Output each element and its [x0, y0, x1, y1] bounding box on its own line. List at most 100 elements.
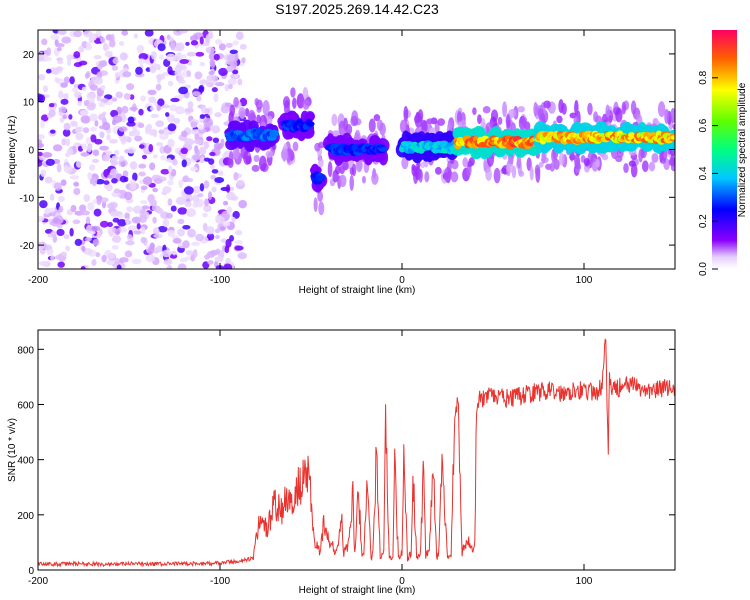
smear-blob	[399, 119, 408, 134]
noise-blob	[206, 233, 215, 241]
smear-blob	[482, 106, 491, 114]
noise-blob	[163, 258, 173, 266]
noise-blob	[152, 216, 157, 224]
noise-blob	[179, 30, 189, 34]
noise-blob	[192, 194, 200, 204]
noise-blob	[70, 204, 77, 213]
noise-blob	[187, 101, 194, 109]
colorbar-tick-label: 0.2	[698, 214, 709, 228]
noise-blob	[214, 112, 222, 118]
smear-blob	[549, 162, 555, 172]
noise-blob	[38, 73, 46, 81]
smear-blob	[556, 115, 563, 124]
noise-blob	[162, 218, 170, 228]
noise-blob	[81, 143, 87, 150]
noise-blob	[111, 97, 118, 102]
noise-blob	[52, 144, 63, 152]
noise-blob	[227, 78, 237, 86]
noise-blob	[182, 240, 190, 249]
noise-blob	[190, 40, 199, 46]
noise-blob	[186, 208, 197, 218]
snr-axes: -200 -100 0 100 0 200 400 600 800	[17, 330, 675, 587]
signal-core	[317, 174, 326, 182]
noise-blob	[85, 136, 91, 145]
noise-blob	[75, 132, 84, 141]
noise-blob	[203, 157, 211, 162]
noise-blob	[126, 234, 133, 240]
noise-blob	[170, 97, 180, 103]
noise-blob	[119, 155, 125, 162]
colorbar-tick-label: 0.6	[698, 118, 709, 132]
noise-blob	[166, 53, 176, 62]
noise-blob	[174, 64, 183, 73]
noise-blob	[199, 79, 209, 85]
noise-blob	[141, 205, 150, 210]
noise-blob	[72, 219, 81, 225]
smear-blob	[411, 165, 418, 177]
noise-blob	[148, 96, 157, 104]
noise-blob	[160, 168, 170, 175]
smear-blob	[424, 171, 430, 183]
noise-blob	[111, 65, 119, 71]
smear-blob	[558, 152, 565, 166]
noise-blob	[94, 138, 103, 145]
smear-blob	[334, 165, 341, 175]
noise-blob	[66, 54, 74, 61]
noise-blob	[57, 59, 64, 65]
noise-blob	[199, 61, 206, 67]
noise-blob	[208, 70, 215, 76]
noise-blob	[40, 114, 49, 122]
noise-blob	[138, 144, 145, 149]
noise-blob	[83, 30, 93, 38]
noise-blob	[150, 113, 159, 118]
noise-blob	[100, 84, 106, 91]
noise-blob	[81, 245, 86, 252]
noise-blob	[126, 206, 134, 213]
noise-blob	[122, 71, 132, 78]
y-tick-label: 600	[17, 400, 34, 411]
noise-blob	[50, 33, 60, 41]
smear-blob	[420, 161, 426, 169]
smear-blob	[664, 109, 670, 124]
smear-blob	[302, 99, 310, 110]
noise-blob	[226, 191, 236, 201]
noise-blob	[231, 216, 236, 223]
smear-blob	[569, 112, 577, 119]
noise-blob	[184, 138, 194, 146]
noise-blob	[98, 60, 108, 67]
noise-blob	[42, 56, 52, 62]
noise-blob	[182, 224, 191, 230]
noise-blob	[196, 95, 202, 102]
noise-blob	[197, 124, 205, 131]
noise-blob	[232, 40, 239, 46]
smear-blob	[595, 158, 600, 168]
smear-blob	[670, 154, 675, 167]
noise-blob	[189, 166, 198, 172]
noise-blob	[161, 249, 172, 258]
smear-blob	[434, 166, 442, 175]
smear-blob	[318, 201, 325, 216]
smear-blob	[373, 114, 381, 122]
noise-blob	[167, 123, 177, 132]
noise-blob	[210, 174, 216, 180]
x-tick-label: 0	[399, 576, 405, 587]
noise-blob	[232, 69, 239, 75]
noise-blob	[124, 191, 133, 201]
noise-blob	[74, 238, 83, 247]
noise-blob	[74, 91, 82, 99]
noise-blob	[116, 264, 122, 269]
signal-core	[670, 135, 675, 140]
noise-blob	[179, 58, 190, 65]
noise-blob	[115, 91, 124, 99]
noise-blob	[107, 227, 118, 237]
smear-blob	[493, 167, 501, 184]
noise-blob	[137, 122, 145, 129]
noise-blob	[161, 104, 170, 109]
smear-blob	[670, 107, 675, 124]
noise-blob	[155, 245, 165, 253]
smear-blob	[418, 169, 423, 183]
smear-blob	[349, 174, 354, 191]
smear-blob	[505, 113, 511, 129]
smear-blob	[583, 157, 590, 167]
y-tick-label: 800	[17, 345, 34, 356]
